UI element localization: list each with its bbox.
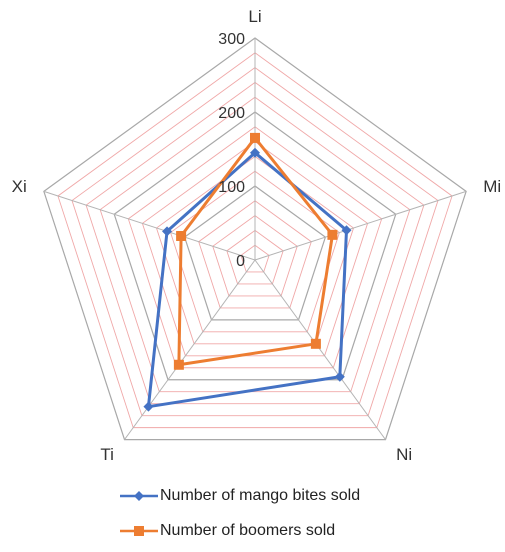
series-line-1	[177, 136, 334, 367]
legend-item-boomers: Number of boomers sold	[120, 517, 360, 545]
data-point	[143, 401, 154, 412]
radar-chart: 0 100 200 300 Li Mi Ni Ti Xi	[12, 7, 502, 464]
category-label: Ti	[100, 445, 114, 464]
grid-ring-minor	[141, 141, 369, 357]
radar-spoke	[43, 190, 256, 261]
radar-category-labels: Li Mi Ni Ti Xi	[12, 7, 502, 464]
radar-tick-labels: 0 100 200 300	[218, 31, 245, 270]
radar-spoke	[254, 259, 386, 440]
grid-ring-minor	[212, 215, 298, 297]
data-point	[327, 229, 338, 240]
grid-ring-major	[183, 185, 327, 321]
series-line-0	[146, 151, 348, 409]
radar-series	[143, 132, 352, 412]
grid-ring-minor	[198, 200, 312, 309]
tick-label: 200	[218, 105, 245, 122]
legend-item-mango-bites: Number of mango bites sold	[120, 482, 360, 510]
data-point	[250, 132, 260, 143]
radar-spoke	[254, 190, 467, 261]
grid-ring-minor	[85, 81, 425, 405]
grid-ring-minor	[240, 244, 270, 273]
data-point	[173, 359, 184, 370]
grid-ring-major	[113, 111, 397, 381]
tick-label: 100	[218, 179, 245, 196]
radar-grid	[43, 37, 467, 441]
data-point	[341, 225, 352, 236]
tick-label: 300	[218, 31, 245, 48]
category-label: Xi	[12, 177, 27, 196]
grid-ring-minor	[127, 126, 383, 369]
grid-ring-minor	[99, 96, 411, 393]
grid-ring-minor	[155, 155, 355, 345]
grid-ring-minor	[71, 67, 439, 417]
data-point	[162, 226, 173, 237]
tick-label: 0	[236, 253, 245, 270]
data-point	[250, 147, 260, 158]
data-point	[334, 371, 345, 382]
data-point	[310, 338, 321, 349]
category-label: Mi	[483, 177, 501, 196]
grid-ring-minor	[57, 52, 453, 429]
category-label: Li	[248, 7, 261, 26]
category-label: Ni	[396, 445, 412, 464]
legend-swatch-mango-bites	[120, 491, 158, 501]
legend-label-mango-bites: Number of mango bites sold	[160, 487, 361, 504]
data-point	[176, 230, 187, 241]
radar-spoke	[124, 259, 256, 440]
grid-ring-major	[43, 37, 467, 441]
legend-swatch-boomers	[120, 526, 158, 536]
legend-label-boomers: Number of boomers sold	[160, 522, 336, 539]
grid-ring-minor	[226, 229, 284, 285]
grid-ring-minor	[170, 170, 340, 333]
legend: Number of mango bites sold Number of boo…	[120, 482, 360, 552]
